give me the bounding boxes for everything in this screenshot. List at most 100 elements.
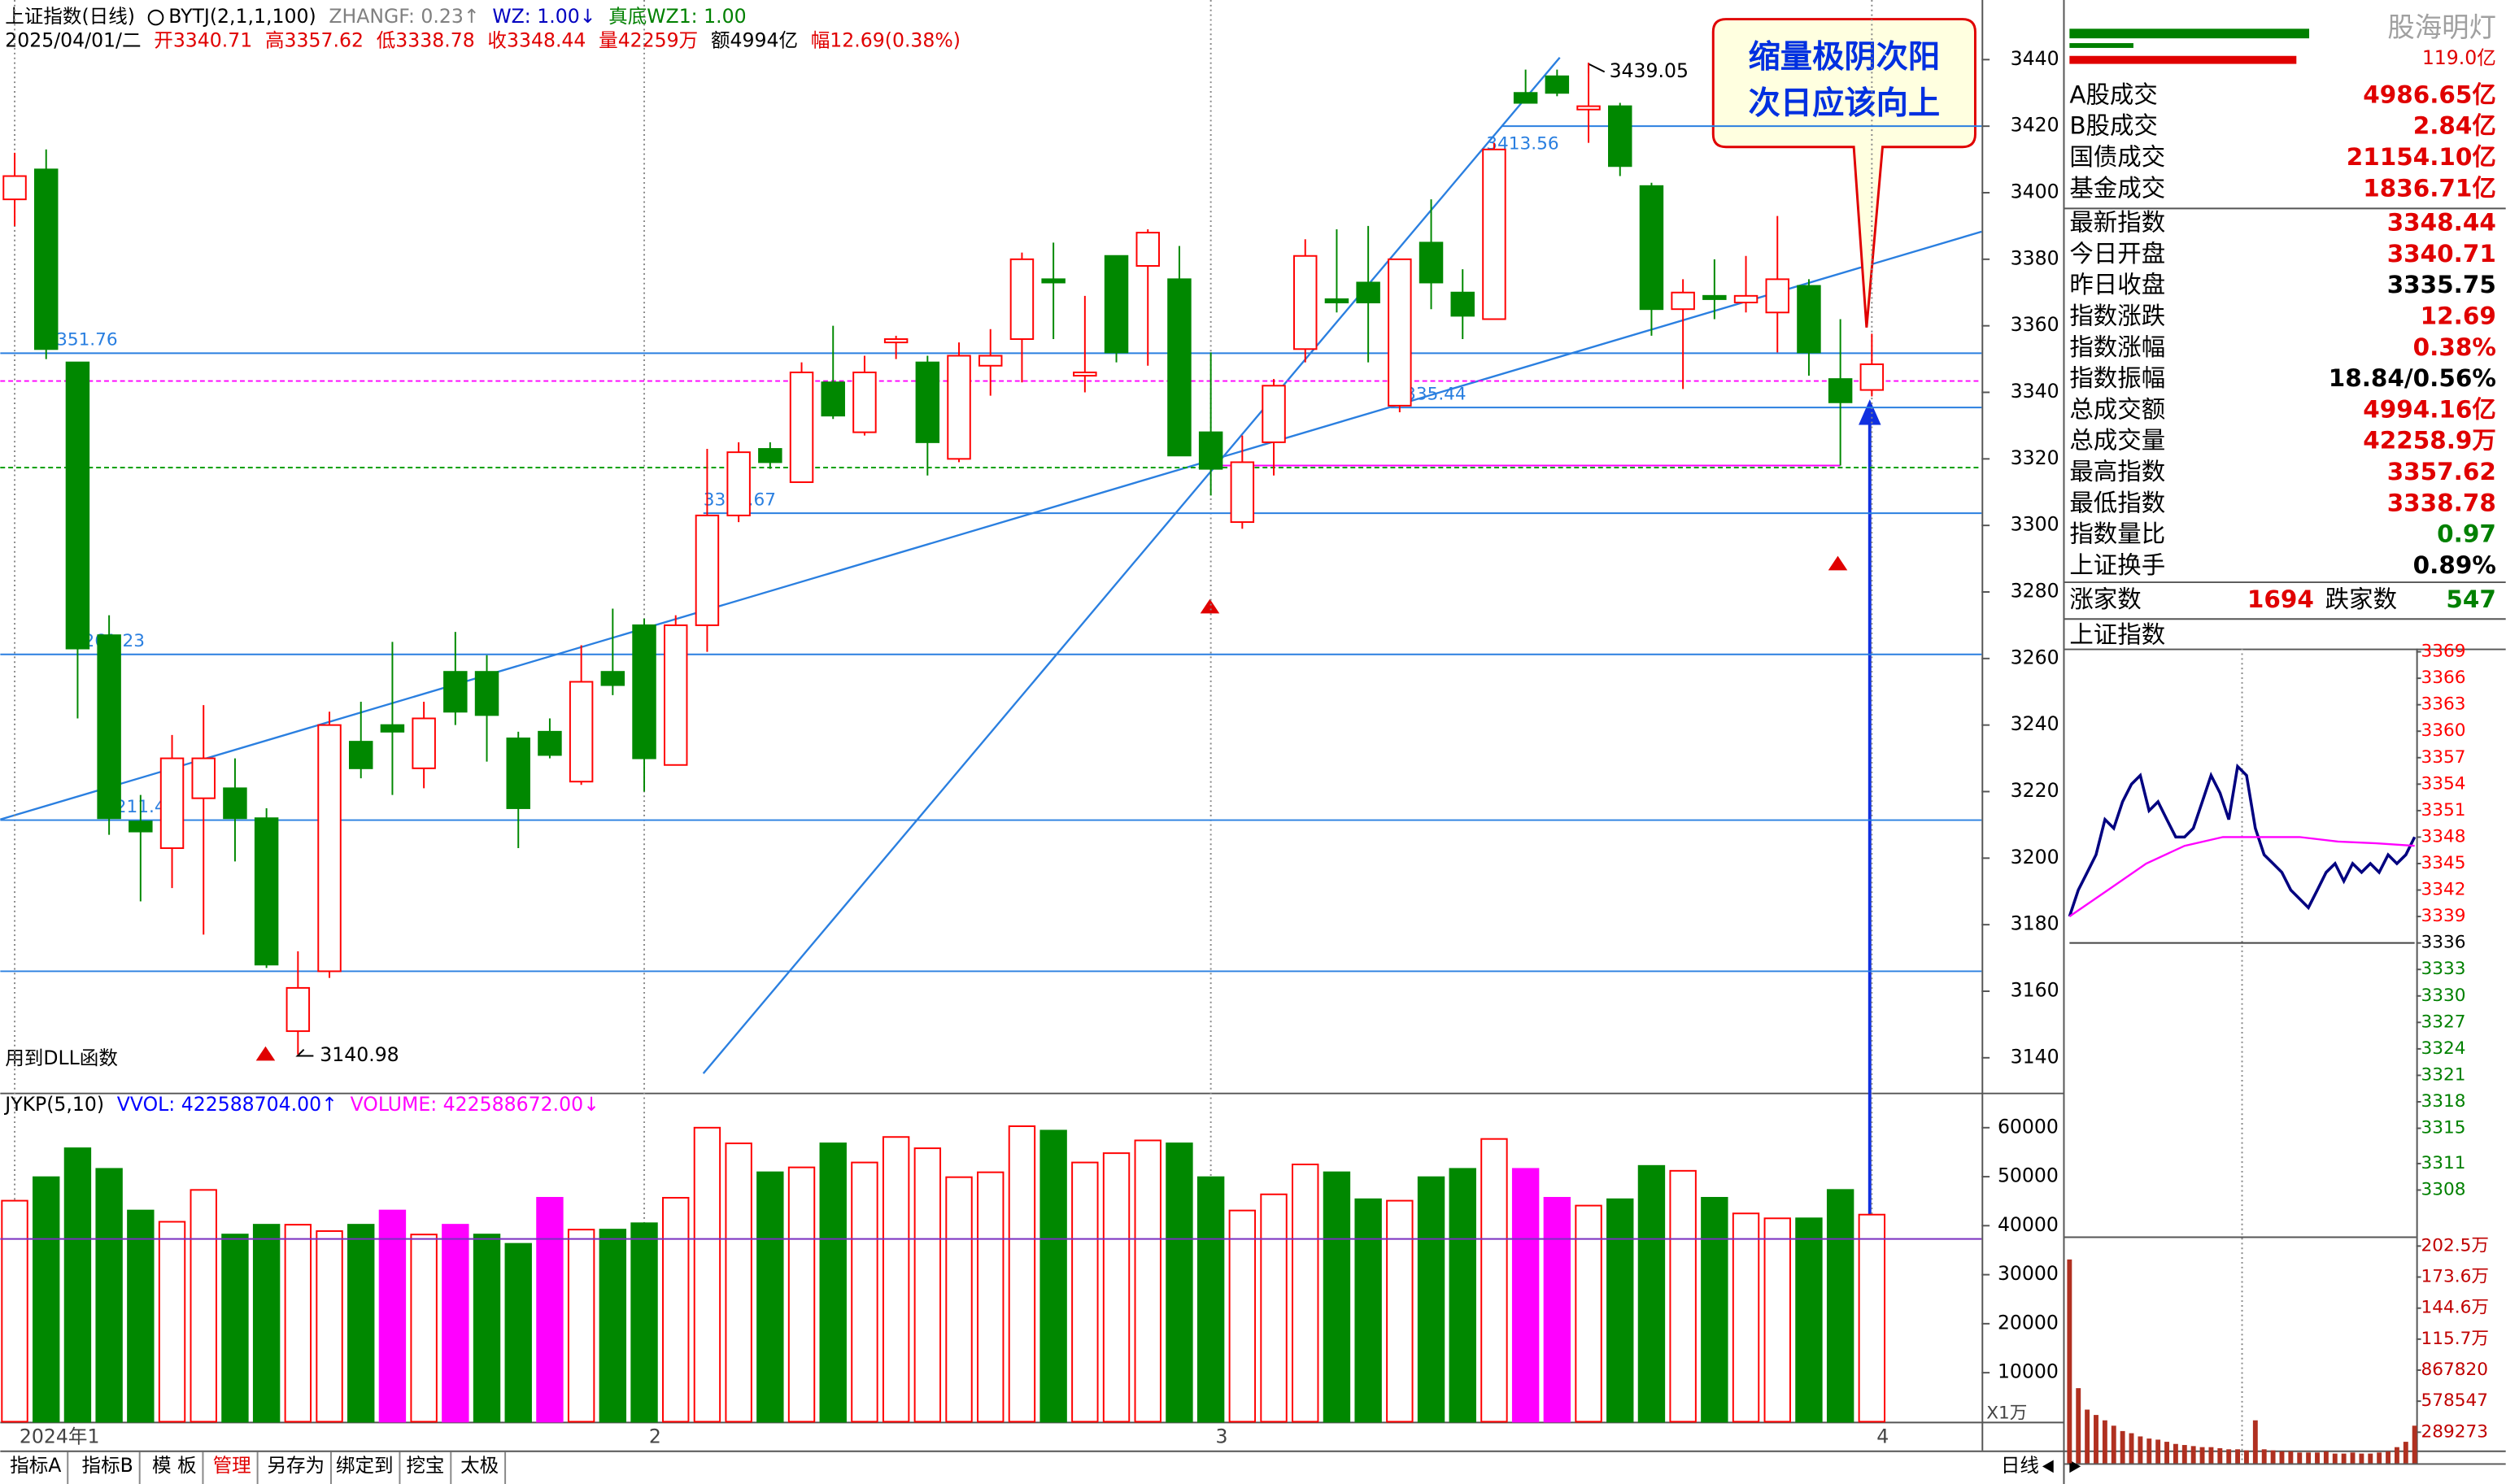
candle-body: [129, 820, 153, 833]
mini-volume-bar: [2085, 1409, 2090, 1464]
row-label: 最新指数: [2069, 209, 2165, 237]
row-label: 上证换手: [2069, 551, 2165, 579]
y-tick-label: 50000: [1998, 1164, 2059, 1187]
period[interactable]: 日线: [2001, 1454, 2039, 1477]
header-text: 收3348.44: [487, 29, 586, 52]
mini-volume-bar: [2288, 1451, 2294, 1464]
volume-bar: [33, 1176, 60, 1423]
volume-bar: [1732, 1212, 1760, 1423]
y-tick-label: 3260: [2011, 646, 2059, 668]
toolbar-tab[interactable]: 管理: [213, 1454, 251, 1477]
mini-tick-label: 3369: [2421, 642, 2466, 662]
candle-body: [600, 671, 625, 686]
x-tick-label: 2024年1: [20, 1425, 100, 1448]
candle-body: [1482, 148, 1506, 320]
volume-bar: [1008, 1125, 1036, 1423]
mini-tick-label: 3333: [2421, 959, 2466, 979]
mini-volume-bar: [2181, 1445, 2187, 1464]
volume-bar: [1134, 1139, 1161, 1423]
toolbar-tab[interactable]: 绑定到: [336, 1454, 394, 1477]
indicator-bar: [2069, 43, 2133, 48]
volume-bar: [693, 1126, 721, 1423]
toolbar-tab[interactable]: 指标A: [10, 1454, 61, 1477]
toolbar-tab[interactable]: 挖宝: [406, 1454, 444, 1477]
row-value: 4994.16亿: [2363, 395, 2496, 423]
mini-volume-bar: [2377, 1452, 2382, 1464]
volume-bar: [221, 1234, 249, 1423]
mini-tick-label: 3318: [2421, 1091, 2466, 1112]
mini-line: [2068, 836, 2415, 917]
volume-bar: [316, 1229, 343, 1423]
y-tick-label: 20000: [1998, 1311, 2059, 1334]
candle-body: [1073, 371, 1097, 377]
volume-bar: [1826, 1189, 1854, 1423]
y-tick-label: 3420: [2011, 114, 2059, 137]
volume-bar: [252, 1224, 281, 1423]
mini-volume-bar: [2076, 1388, 2081, 1464]
toolbar-tab[interactable]: 太极: [460, 1454, 499, 1477]
volume-bar: [1, 1199, 28, 1423]
volume-bar: [1039, 1129, 1067, 1423]
candle-body: [632, 624, 656, 759]
candle-body: [506, 738, 530, 809]
candle-body: [1293, 255, 1318, 350]
y-tick-label: 10000: [1998, 1360, 2059, 1383]
candle-body: [852, 371, 877, 433]
mini-volume-bar: [2279, 1451, 2285, 1464]
callout: 缩量极阴次阳 次日应该向上: [1711, 18, 1976, 328]
mini-tick-label: 144.6万: [2421, 1298, 2489, 1318]
next-button[interactable]: [2069, 1460, 2081, 1473]
icon: [147, 9, 164, 26]
mini-volume-bar: [2217, 1447, 2223, 1464]
row-value: 3357.62: [2387, 458, 2496, 485]
volume-bar: [190, 1189, 217, 1423]
candle-body: [1419, 242, 1444, 284]
prev-button[interactable]: [2042, 1460, 2054, 1473]
candle-body: [978, 355, 1003, 367]
mini-volume-bar: [2359, 1453, 2364, 1464]
volume-bar: [977, 1171, 1005, 1423]
y-tick-label: 3380: [2011, 246, 2059, 269]
candle-body: [1639, 185, 1664, 311]
header-text: 低3338.78: [377, 29, 475, 52]
mini-tick-label: 202.5万: [2421, 1235, 2489, 1256]
volume-bar: [127, 1209, 155, 1423]
mini-volume-bar: [2323, 1451, 2329, 1464]
candle-body: [1513, 92, 1538, 104]
mini-volume-bar: [2350, 1452, 2356, 1464]
candle-body: [443, 671, 468, 713]
y-tick-label: 3140: [2011, 1045, 2059, 1068]
indicator-bar: [2069, 28, 2310, 39]
candle-body: [1797, 285, 1821, 354]
toolbar-tab[interactable]: 另存为: [267, 1454, 325, 1477]
candle-body: [1450, 291, 1475, 317]
candle-body: [1765, 278, 1789, 314]
volume-bar: [158, 1221, 186, 1423]
candle-body: [33, 168, 59, 350]
mini-volume-bar: [2403, 1442, 2408, 1464]
volume-bar: [1323, 1171, 1351, 1423]
mini-volume-bar: [2190, 1446, 2196, 1464]
volume-bar: [1795, 1217, 1823, 1423]
mini-volume-bar: [2244, 1450, 2249, 1464]
mini-tick-label: 3324: [2421, 1038, 2466, 1059]
mini-tick-label: 3315: [2421, 1118, 2466, 1138]
toolbar-tab[interactable]: 指标B: [82, 1454, 133, 1477]
row-value: 3335.75: [2387, 271, 2496, 298]
signal-triangle: [1828, 555, 1848, 571]
y-tick-label: 3360: [2011, 313, 2059, 336]
candle-body: [380, 724, 405, 733]
toolbar-tab[interactable]: 模 板: [152, 1454, 197, 1477]
mini-tick-label: 289273: [2421, 1421, 2488, 1442]
mini-tick-label: 3311: [2421, 1153, 2466, 1173]
volume-bar: [1354, 1198, 1382, 1423]
row-label: 最高指数: [2069, 458, 2165, 485]
row-label: 最低指数: [2069, 489, 2165, 516]
candle-body: [538, 730, 562, 756]
row-value: 4986.65亿: [2363, 81, 2496, 108]
mini-volume-bar: [2226, 1449, 2232, 1464]
breadth-value: 547: [2446, 585, 2495, 613]
note: 用到DLL函数: [5, 1047, 118, 1069]
header-text: 额4994亿: [711, 29, 798, 52]
